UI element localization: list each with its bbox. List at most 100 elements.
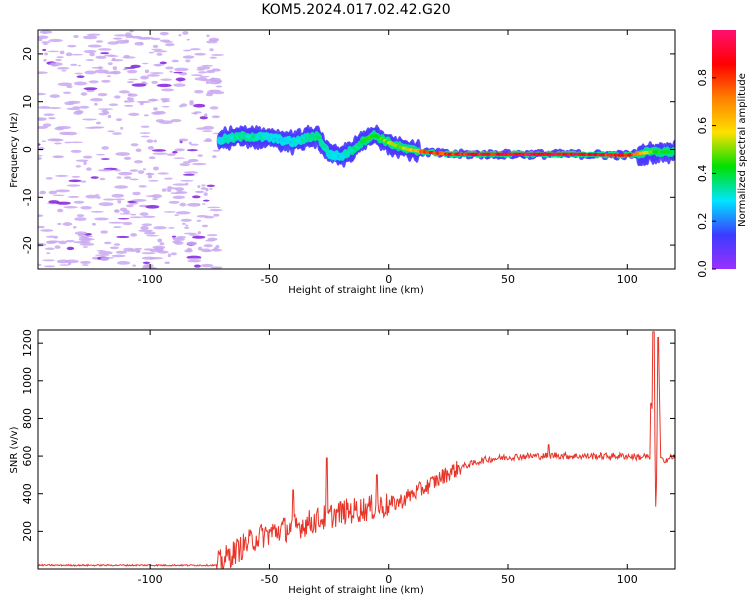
noise-speckle bbox=[186, 202, 201, 207]
noise-speckle bbox=[146, 139, 154, 143]
noise-speckle bbox=[185, 224, 189, 227]
noise-speckle bbox=[104, 241, 112, 245]
noise-speckle bbox=[184, 226, 190, 229]
snr-series-line bbox=[38, 331, 675, 569]
noise-speckle bbox=[168, 226, 175, 229]
noise-speckle bbox=[142, 261, 151, 265]
noise-speckle bbox=[178, 138, 189, 142]
noise-speckle bbox=[191, 195, 201, 199]
noise-speckle bbox=[130, 213, 137, 216]
noise-speckle bbox=[205, 40, 218, 44]
noise-speckle bbox=[175, 187, 185, 192]
noise-speckle bbox=[152, 245, 166, 250]
noise-speckle bbox=[38, 154, 43, 157]
noise-speckle bbox=[58, 240, 67, 245]
noise-speckle bbox=[199, 75, 210, 78]
noise-speckle bbox=[200, 187, 207, 190]
noise-speckle bbox=[188, 158, 199, 163]
noise-speckle bbox=[205, 239, 215, 242]
noise-speckle bbox=[138, 185, 147, 188]
noise-speckle bbox=[189, 48, 201, 51]
noise-speckle bbox=[43, 58, 47, 62]
noise-speckle bbox=[186, 241, 198, 246]
noise-speckle bbox=[188, 234, 199, 236]
noise-speckle bbox=[180, 179, 194, 182]
noise-speckle bbox=[144, 231, 156, 235]
noise-speckle bbox=[57, 82, 73, 87]
noise-speckle bbox=[206, 34, 210, 38]
noise-speckle bbox=[77, 233, 85, 237]
noise-speckle bbox=[205, 138, 212, 142]
x-tick-label: 100 bbox=[617, 273, 638, 286]
noise-speckle bbox=[207, 206, 221, 209]
noise-speckle bbox=[122, 68, 128, 71]
noise-speckle bbox=[147, 174, 153, 179]
noise-speckle bbox=[79, 105, 90, 109]
x-tick-label: 50 bbox=[501, 273, 515, 286]
noise-speckle bbox=[201, 224, 208, 228]
noise-speckle bbox=[183, 232, 197, 235]
noise-speckle bbox=[186, 38, 190, 41]
noise-speckle bbox=[115, 152, 131, 156]
noise-speckle bbox=[38, 225, 45, 229]
noise-speckle bbox=[168, 200, 180, 204]
noise-speckle bbox=[40, 229, 54, 232]
noise-speckle bbox=[135, 148, 142, 153]
noise-speckle bbox=[142, 215, 156, 218]
noise-speckle bbox=[59, 50, 65, 55]
noise-speckle bbox=[167, 186, 172, 188]
noise-speckle bbox=[38, 118, 47, 121]
noise-speckle bbox=[160, 97, 170, 101]
noise-speckle bbox=[43, 113, 55, 116]
noise-speckle bbox=[73, 200, 85, 204]
noise-speckle bbox=[65, 239, 75, 243]
noise-speckle bbox=[80, 92, 88, 96]
noise-speckle bbox=[153, 139, 157, 143]
spectrogram-x-label: Height of straight line (km) bbox=[288, 285, 424, 296]
noise-speckle bbox=[114, 185, 129, 189]
noise-speckle bbox=[38, 214, 44, 218]
noise-speckle bbox=[107, 114, 112, 119]
y-tick-label: 400 bbox=[21, 483, 34, 504]
x-tick-label: 50 bbox=[501, 573, 515, 586]
noise-speckle bbox=[98, 202, 114, 207]
noise-speckle bbox=[212, 155, 217, 159]
noise-speckle bbox=[174, 148, 185, 152]
noise-speckle bbox=[137, 170, 145, 174]
noise-speckle bbox=[159, 120, 173, 125]
noise-speckle bbox=[66, 107, 81, 111]
noise-speckle bbox=[122, 56, 136, 59]
noise-speckle bbox=[91, 66, 104, 69]
noise-speckle bbox=[140, 225, 149, 230]
spectrogram-x-ticks: -100 -50 0 50 100 bbox=[138, 30, 638, 286]
noise-speckle bbox=[182, 222, 186, 225]
noise-speckle bbox=[55, 174, 69, 177]
noise-speckle bbox=[145, 234, 160, 237]
noise-speckle bbox=[131, 83, 147, 87]
noise-speckle bbox=[129, 216, 144, 219]
noise-speckle bbox=[157, 172, 169, 175]
noise-speckle bbox=[95, 254, 110, 257]
noise-speckle bbox=[56, 56, 64, 59]
noise-speckle bbox=[70, 53, 84, 56]
snr-x-label: Height of straight line (km) bbox=[288, 585, 424, 596]
noise-speckle bbox=[90, 126, 105, 129]
noise-speckle bbox=[108, 221, 124, 224]
noise-speckle bbox=[212, 90, 225, 95]
noise-speckle bbox=[196, 215, 209, 218]
x-tick-label: 0 bbox=[385, 573, 392, 586]
noise-speckle bbox=[50, 138, 64, 142]
noise-speckle bbox=[112, 66, 118, 71]
noise-speckle bbox=[119, 213, 132, 215]
noise-speckle bbox=[139, 132, 151, 134]
noise-speckle bbox=[130, 232, 138, 237]
noise-speckle bbox=[79, 240, 91, 244]
noise-speckle bbox=[143, 114, 149, 117]
noise-speckle bbox=[215, 85, 223, 88]
noise-speckle bbox=[41, 140, 47, 142]
noise-speckle bbox=[69, 141, 84, 144]
noise-speckle bbox=[87, 44, 102, 48]
noise-speckle bbox=[71, 175, 81, 178]
noise-speckle bbox=[85, 194, 98, 199]
noise-speckle bbox=[66, 246, 75, 251]
